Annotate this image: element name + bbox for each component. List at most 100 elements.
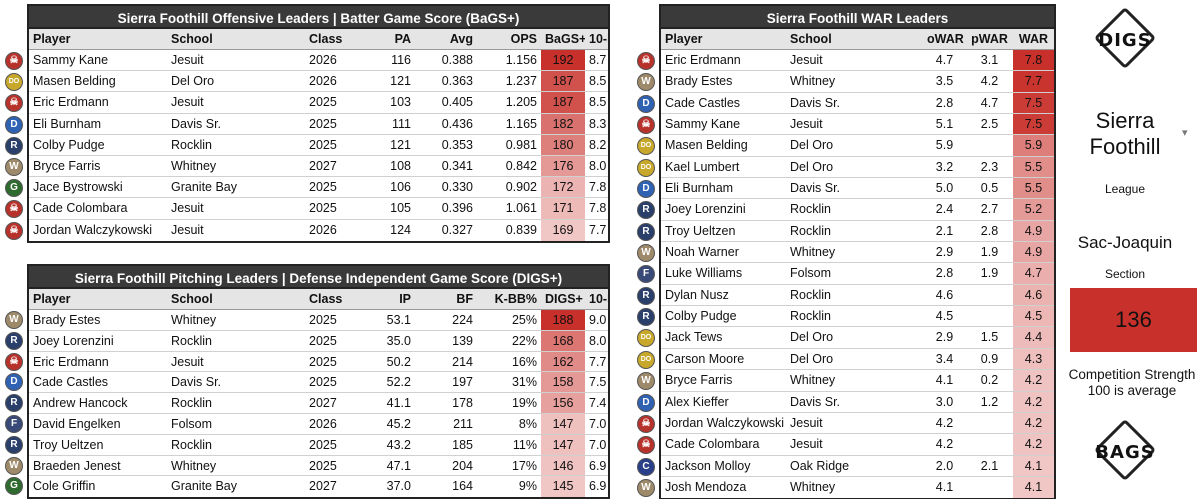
batting-cell-ops: 1.205 — [505, 95, 537, 110]
pitching-cell-player: Troy Ueltzen — [33, 437, 104, 452]
batting-cell-player: Eli Burnham — [33, 116, 102, 131]
war-cell-school: Whitney — [790, 479, 836, 494]
batting-table-row: G Jace Bystrowski Granite Bay 2025 106 0.330 0… — [5, 177, 608, 199]
batting-cell-ops: 1.165 — [505, 116, 537, 131]
pitching-table-row: R Troy Ueltzen Rocklin 2025 43.2 185 11% 147 7.0 — [5, 434, 608, 456]
batting-cell-bags-: 182 — [541, 113, 585, 134]
batting-header-7[interactable]: 10-PT — [589, 32, 608, 46]
pitching-table-row: W Brady Estes Whitney 2025 53.1 224 25% 188 9.0 — [5, 310, 608, 331]
batting-cell-10-pt: 8.2 — [589, 137, 607, 152]
war-cell-school: Rocklin — [790, 223, 831, 238]
war-cell-player: Jackson Molloy — [665, 458, 751, 473]
war-cell-player: Kael Lumbert — [665, 159, 740, 174]
batting-cell-10-pt: 7.7 — [589, 222, 607, 237]
batting-header-1[interactable]: School — [171, 32, 213, 46]
pitching-header-5[interactable]: K-BB% — [494, 292, 537, 306]
war-header-4[interactable]: WAR — [1018, 32, 1049, 46]
batting-cell-10-pt: 7.8 — [589, 201, 607, 216]
batting-cell-school: Davis Sr. — [171, 116, 222, 131]
batting-header-6[interactable]: BaGS+ — [545, 32, 585, 46]
war-cell-war: 5.9 — [1013, 135, 1054, 156]
rocklin-r-icon: R — [637, 201, 655, 220]
war-cell-school: Del Oro — [790, 138, 834, 153]
war-header-0[interactable]: Player — [665, 32, 703, 46]
pitching-header-1[interactable]: School — [171, 292, 213, 306]
war-cell-player: Eli Burnham — [665, 181, 734, 196]
pitching-cell-k-bb-: 22% — [511, 333, 537, 348]
war-cell-school: Jesuit — [790, 53, 823, 67]
war-header-1[interactable]: School — [790, 32, 832, 46]
batting-cell-school: Jesuit — [171, 95, 204, 110]
pitching-cell-10-pt: 7.5 — [589, 375, 607, 390]
pitching-header-3[interactable]: IP — [399, 292, 411, 306]
batting-header-0[interactable]: Player — [33, 32, 71, 46]
pitching-cell-player: Brady Estes — [33, 313, 101, 327]
war-cell-war: 5.5 — [1013, 156, 1054, 178]
pitching-header-2[interactable]: Class — [309, 292, 343, 306]
war-cell-owar: 5.9 — [935, 138, 954, 153]
pirate-skull-icon: ☠ — [637, 436, 655, 455]
chevron-down-icon[interactable]: ▾ — [1182, 127, 1188, 139]
folsom-bulldog-icon: F — [637, 265, 655, 284]
batting-cell-avg: 0.436 — [441, 116, 473, 131]
batting-cell-class: 2026 — [309, 222, 337, 237]
pitching-cell-k-bb-: 9% — [518, 479, 537, 494]
war-cell-owar: 4.2 — [935, 415, 954, 430]
pitching-cell-k-bb-: 8% — [518, 416, 537, 431]
rocklin-r-icon: R — [637, 308, 655, 327]
batting-header-2[interactable]: Class — [309, 32, 343, 46]
pitching-header-6[interactable]: DIGS+ — [545, 292, 583, 306]
pitching-cell-class: 2025 — [309, 437, 337, 452]
batting-header-4[interactable]: Avg — [449, 32, 473, 46]
war-cell-owar: 2.9 — [935, 330, 954, 345]
war-table-row: R Dylan Nusz Rocklin 4.6 4.6 — [637, 284, 1054, 307]
rocklin-r-icon: R — [637, 222, 655, 241]
war-table: Player School oWAR pWAR WAR ☠ Eric Erdmann Jes… — [637, 29, 1056, 499]
pitching-cell-digs-: 156 — [541, 393, 585, 413]
war-cell-player: Brady Estes — [665, 74, 733, 89]
batting-cell-bags-: 180 — [541, 134, 585, 155]
batting-cell-ops: 1.061 — [505, 201, 537, 216]
pitching-leaders-panel: Sierra Foothill Pitching Leaders | Defen… — [5, 264, 610, 499]
war-table-row: C Jackson Molloy Oak Ridge 2.0 2.1 4.1 — [637, 455, 1054, 477]
batting-cell-school: Del Oro — [171, 74, 215, 89]
war-cell-player: Troy Ueltzen — [665, 223, 736, 238]
war-cell-owar: 4.1 — [935, 479, 954, 494]
pitching-cell-class: 2025 — [309, 458, 337, 473]
war-cell-player: Cade Colombara — [665, 437, 760, 452]
pitching-cell-10-pt: 7.0 — [589, 437, 607, 452]
war-cell-owar: 3.2 — [935, 159, 954, 174]
section-name: Sac-Joaquin — [1077, 233, 1173, 252]
batting-header-3[interactable]: PA — [394, 32, 411, 46]
pitching-cell-school: Rocklin — [171, 437, 212, 452]
pitching-header-0[interactable]: Player — [33, 292, 71, 306]
war-table-row: ☠ Eric Erdmann Jesuit 4.7 3.1 7.8 — [637, 50, 1054, 72]
batting-cell-player: Sammy Kane — [33, 53, 109, 67]
war-table-row: ☠ Sammy Kane Jesuit 5.1 2.5 7.5 — [637, 114, 1054, 136]
pitching-cell-ip: 53.1 — [386, 313, 411, 327]
war-cell-player: Alex Kieffer — [665, 394, 729, 409]
batting-cell-class: 2025 — [309, 201, 337, 216]
pitching-cell-digs-: 146 — [541, 455, 585, 476]
oak-ridge-c-icon: C — [637, 457, 655, 476]
war-cell-player: Bryce Farris — [665, 373, 733, 388]
pitching-table-row: D Cade Castles Davis Sr. 2025 52.2 197 31% 158 7… — [5, 372, 608, 394]
pitching-cell-player: Cole Griffin — [33, 479, 96, 494]
batting-header-5[interactable]: OPS — [510, 32, 537, 46]
del-oro-do-icon: DO — [637, 329, 655, 348]
league-selector[interactable]: Sierra Foothill — [1089, 108, 1161, 159]
batting-cell-10-pt: 8.5 — [589, 95, 607, 110]
batting-cell-avg: 0.327 — [441, 222, 473, 237]
war-cell-player: Jordan Walczykowski — [665, 415, 785, 430]
whitney-w-icon: W — [637, 73, 655, 92]
war-cell-school: Del Oro — [790, 330, 834, 345]
batting-cell-avg: 0.388 — [441, 53, 473, 67]
batting-table-row: ☠ Eric Erdmann Jesuit 2025 103 0.405 1.205 187 8… — [5, 92, 608, 114]
pitching-header-4[interactable]: BF — [456, 292, 473, 306]
pitching-header-row: Player School Class IP BF K-BB% DIGS+ 10-PT — [29, 289, 608, 310]
batting-cell-bags-: 187 — [541, 92, 585, 113]
war-header-2[interactable]: oWAR — [927, 32, 964, 46]
war-header-3[interactable]: pWAR — [971, 32, 1008, 46]
pitching-header-7[interactable]: 10-PT — [589, 292, 608, 306]
war-cell-owar: 2.8 — [935, 266, 954, 281]
